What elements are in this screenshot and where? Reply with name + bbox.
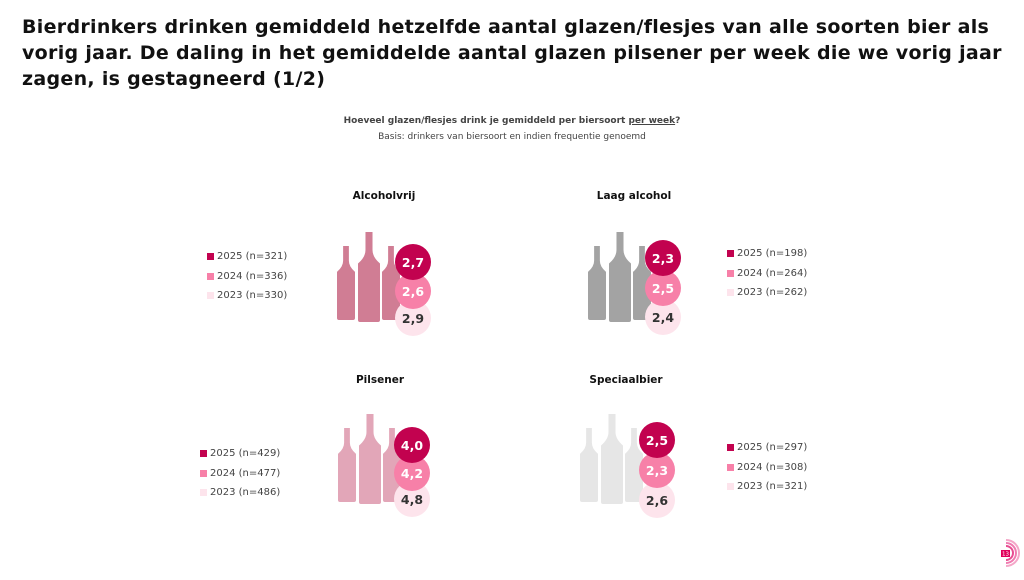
panel-title: Speciaalbier xyxy=(589,374,663,386)
legend-item: 2023 (n=321) xyxy=(727,477,807,497)
legend-item: 2024 (n=308) xyxy=(727,458,807,478)
bottle-right xyxy=(633,246,651,320)
value-circle-2024: 2,5 xyxy=(645,270,681,306)
bottle-left xyxy=(588,246,606,320)
legend-item: 2023 (n=486) xyxy=(200,483,280,503)
slide-title: Bierdrinkers drinken gemiddeld hetzelfde… xyxy=(22,16,1002,90)
value-circle-2025: 2,5 xyxy=(639,422,675,458)
legend-swatch xyxy=(727,289,734,297)
legend-swatch xyxy=(727,269,734,277)
value-circle-2024: 2,6 xyxy=(395,273,431,309)
legend-swatch xyxy=(207,272,214,280)
panel-title: Pilsener xyxy=(355,374,405,386)
panel-title: Alcoholvrij xyxy=(352,190,416,202)
page-logo-icon: 13 xyxy=(1001,539,1020,567)
bottles-illustration xyxy=(588,232,651,322)
legend: 2025 (n=321) 2024 (n=336) 2023 (n=330) xyxy=(207,247,287,306)
legend-swatch xyxy=(207,292,214,300)
value-circle-2024: 2,3 xyxy=(639,452,675,488)
bottles-illustration xyxy=(580,414,643,504)
panel-title: Laag alcohol xyxy=(596,190,672,202)
bottle-right xyxy=(625,428,643,502)
legend-item: 2024 (n=477) xyxy=(200,464,280,484)
bottle-left xyxy=(580,428,598,502)
bottle-center xyxy=(601,414,623,504)
legend-item: 2024 (n=336) xyxy=(207,267,287,287)
svg-text:13: 13 xyxy=(1002,552,1009,558)
bottle-center xyxy=(359,414,381,504)
bottle-center xyxy=(609,232,631,322)
legend-swatch xyxy=(727,483,734,491)
bottle-left xyxy=(338,428,356,502)
legend-swatch xyxy=(727,463,734,471)
legend-swatch xyxy=(727,250,734,258)
legend: 2025 (n=297) 2024 (n=308) 2023 (n=321) xyxy=(727,438,807,497)
bottle-left xyxy=(337,246,355,320)
legend-swatch xyxy=(207,253,214,261)
legend: 2025 (n=198) 2024 (n=264) 2023 (n=262) xyxy=(727,244,807,303)
legend-swatch xyxy=(200,450,207,458)
legend-item: 2025 (n=297) xyxy=(727,438,807,458)
value-circle-2025: 2,7 xyxy=(395,244,431,280)
legend-swatch xyxy=(200,469,207,477)
legend-item: 2025 (n=429) xyxy=(200,444,280,464)
legend-swatch xyxy=(727,444,734,452)
value-circle-2025: 4,0 xyxy=(394,427,430,463)
legend-item: 2025 (n=198) xyxy=(727,244,807,264)
value-circle-2023: 2,6 xyxy=(639,482,675,518)
legend-item: 2023 (n=330) xyxy=(207,286,287,306)
legend-item: 2024 (n=264) xyxy=(727,264,807,284)
question: Hoeveel glazen/flesjes drink je gemiddel… xyxy=(343,116,681,126)
value-circle-2025: 2,3 xyxy=(645,240,681,276)
legend-item: 2025 (n=321) xyxy=(207,247,287,267)
bottle-right xyxy=(382,246,400,320)
bottle-center xyxy=(358,232,380,322)
bottles-illustration xyxy=(337,232,400,322)
basis-note: Basis: drinkers van biersoort en indien … xyxy=(378,132,646,142)
legend-item: 2023 (n=262) xyxy=(727,283,807,303)
legend-swatch xyxy=(200,489,207,497)
legend: 2025 (n=429) 2024 (n=477) 2023 (n=486) xyxy=(200,444,280,503)
